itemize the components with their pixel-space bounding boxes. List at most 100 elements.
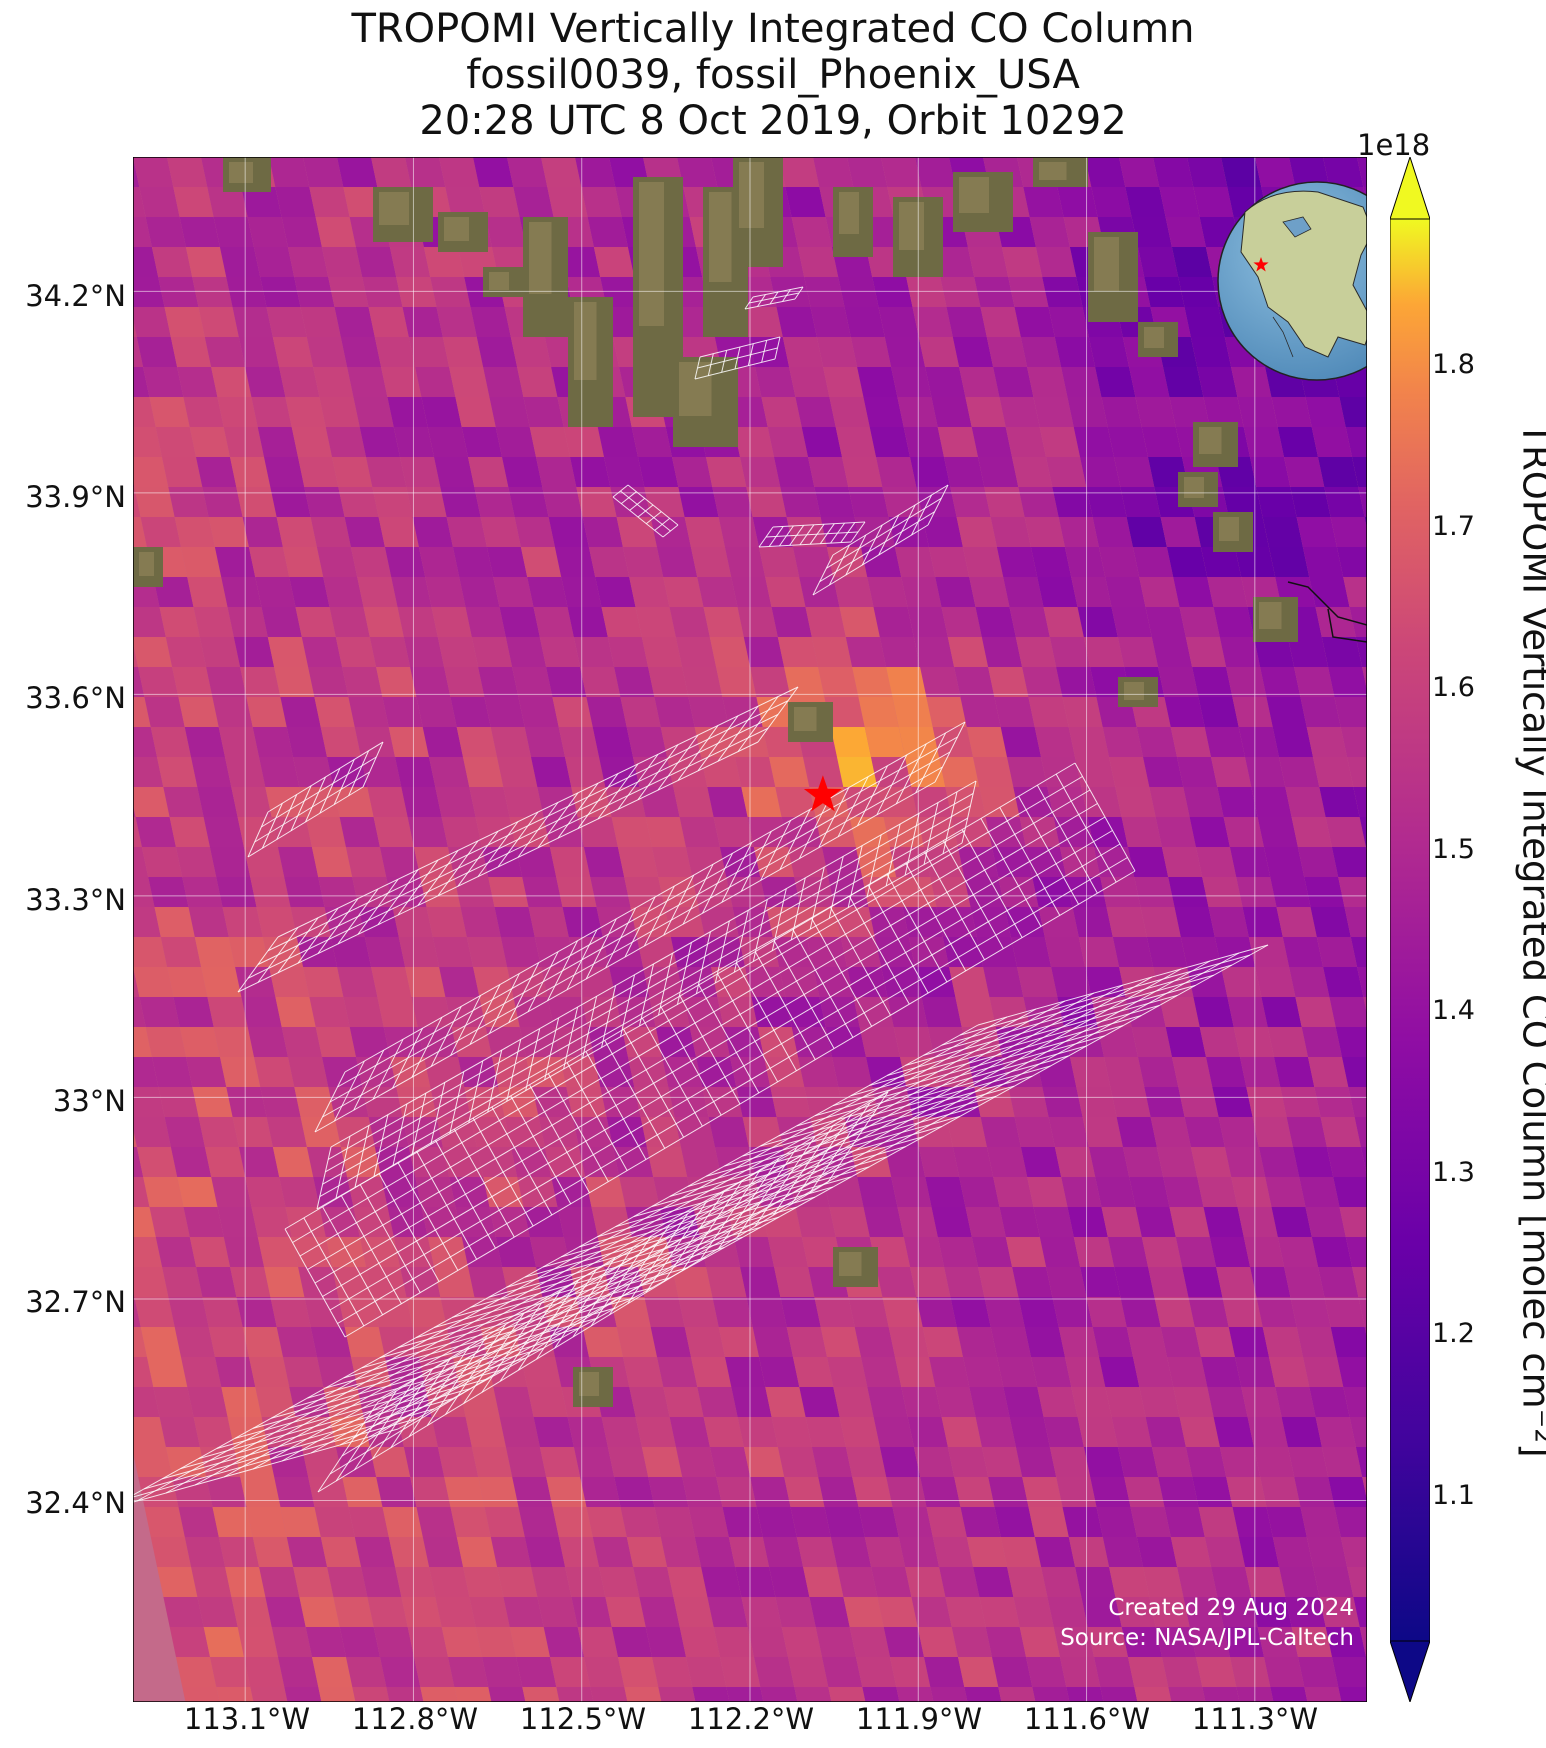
co-pixel <box>837 1567 878 1597</box>
co-pixel <box>986 337 1028 367</box>
co-pixel <box>610 487 651 517</box>
co-pixel <box>959 1177 1000 1207</box>
co-pixel <box>1015 637 1057 667</box>
co-pixel <box>1083 637 1125 667</box>
co-pixel <box>792 547 834 577</box>
co-pixel <box>308 1477 349 1507</box>
co-pixel <box>488 877 529 907</box>
co-pixel <box>387 1207 428 1237</box>
co-pixel <box>635 1417 676 1447</box>
co-pixel <box>842 457 883 487</box>
co-pixel <box>588 547 630 577</box>
co-pixel <box>329 607 370 637</box>
co-pixel <box>216 1687 254 1702</box>
co-pixel <box>1323 967 1364 997</box>
co-pixel <box>250 1687 288 1702</box>
co-pixel <box>770 277 811 307</box>
co-pixel <box>595 577 636 607</box>
co-pixel <box>1028 697 1069 727</box>
co-pixel <box>650 1327 691 1357</box>
co-pixel <box>133 727 157 757</box>
co-pixel <box>347 1177 388 1207</box>
co-pixel <box>1121 817 1162 847</box>
co-pixel <box>601 1417 642 1447</box>
co-pixel <box>884 1147 926 1177</box>
co-pixel <box>1112 937 1154 967</box>
co-pixel <box>777 1447 819 1477</box>
co-pixel <box>935 577 976 607</box>
co-pixel <box>411 997 452 1027</box>
co-pixel <box>747 817 788 847</box>
co-pixel <box>1296 517 1337 547</box>
co-pixel <box>1088 1147 1130 1177</box>
co-pixel <box>204 337 246 367</box>
co-pixel <box>881 157 922 187</box>
co-pixel <box>741 1597 782 1627</box>
co-pixel <box>357 577 398 607</box>
co-pixel <box>618 1657 659 1687</box>
co-pixel <box>133 817 142 847</box>
co-pixel <box>440 1297 481 1327</box>
co-pixel <box>1027 1177 1068 1207</box>
co-pixel <box>374 337 416 367</box>
co-pixel <box>269 157 310 187</box>
co-pixel <box>194 937 236 967</box>
co-pixel <box>587 217 628 247</box>
co-pixel <box>617 847 659 877</box>
co-pixel <box>158 1087 199 1117</box>
co-pixel <box>562 907 603 937</box>
co-pixel <box>799 1387 840 1417</box>
co-pixel <box>133 457 169 487</box>
co-pixel <box>503 1597 544 1627</box>
co-pixel <box>1245 757 1286 787</box>
co-pixel <box>178 697 219 727</box>
co-pixel <box>924 1657 965 1687</box>
co-pixel <box>422 1537 464 1567</box>
co-pixel <box>706 1267 747 1297</box>
co-pixel <box>541 157 582 187</box>
co-pixel <box>140 517 181 547</box>
co-pixel <box>731 1387 772 1417</box>
co-pixel <box>951 817 992 847</box>
co-pixel <box>1188 1297 1229 1327</box>
co-pixel <box>1305 1207 1346 1237</box>
co-pixel <box>489 397 530 427</box>
co-pixel <box>382 697 423 727</box>
co-pixel <box>1096 1507 1137 1537</box>
co-pixel <box>470 307 511 337</box>
co-pixel <box>256 907 297 937</box>
co-pixel <box>910 1267 951 1297</box>
co-pixel <box>1300 697 1341 727</box>
co-pixel <box>920 1477 961 1507</box>
co-pixel <box>158 277 199 307</box>
co-pixel <box>133 1057 159 1087</box>
co-pixel <box>1036 1057 1077 1087</box>
co-pixel <box>774 457 815 487</box>
co-pixel <box>947 637 989 667</box>
co-pixel <box>417 1027 458 1057</box>
co-pixel <box>299 1597 340 1627</box>
co-pixel <box>610 1297 651 1327</box>
co-pixel <box>245 1177 286 1207</box>
co-pixel <box>931 1207 972 1237</box>
co-pixel <box>1034 1537 1076 1567</box>
co-pixel <box>152 1057 193 1087</box>
co-pixel <box>1102 1537 1144 1567</box>
co-pixel <box>167 967 208 997</box>
co-pixel <box>327 1567 368 1597</box>
co-pixel <box>1130 1507 1171 1537</box>
co-pixel <box>932 1537 974 1567</box>
co-pixel <box>653 1177 694 1207</box>
co-pixel <box>303 967 344 997</box>
co-pixel <box>546 667 587 697</box>
co-pixel <box>994 1507 1035 1537</box>
co-pixel <box>793 1357 834 1387</box>
co-pixel <box>1318 457 1359 487</box>
co-pixel <box>354 727 395 757</box>
co-pixel <box>1334 1507 1367 1537</box>
co-pixel <box>170 337 212 367</box>
co-pixel <box>718 1327 759 1357</box>
co-pixel <box>701 1567 742 1597</box>
co-pixel <box>1184 307 1225 337</box>
co-pixel <box>1344 907 1367 937</box>
